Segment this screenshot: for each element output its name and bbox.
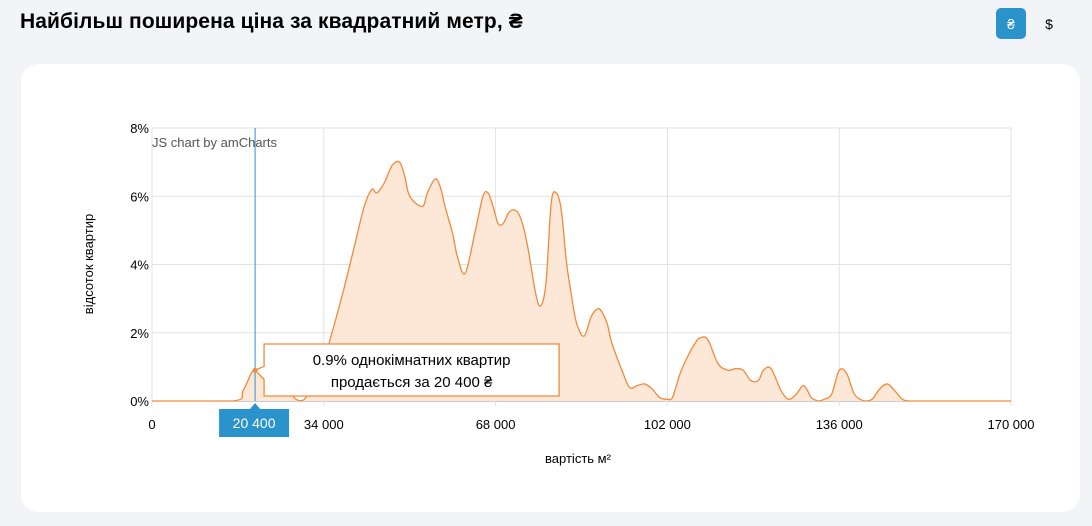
price-distribution-chart[interactable]: 0% 2% 4% 6% 8% 0 34 000 68 000 102 000 136 000 170… bbox=[21, 64, 1080, 512]
currency-toggle: ₴ $ bbox=[996, 8, 1064, 39]
x-tick-label: 136 000 bbox=[816, 417, 863, 432]
chart-cursor: 20 400 0.9% однокімнатних квартир продаєть… bbox=[219, 128, 560, 437]
chart-axes: 0% 2% 4% 6% 8% 0 34 000 68 000 102 000 136 000 170… bbox=[130, 121, 1034, 432]
page-title: Найбільш поширена ціна за квадратний мет… bbox=[20, 10, 523, 33]
tooltip-line-2: продається за 20 400 ₴ bbox=[331, 374, 493, 391]
x-tick-label: 102 000 bbox=[644, 417, 691, 432]
y-tick-label: 8% bbox=[130, 121, 149, 136]
cursor-badge-pointer bbox=[250, 403, 261, 409]
x-tick-label: 0 bbox=[148, 417, 155, 432]
tooltip-box bbox=[253, 343, 560, 397]
series-line[interactable] bbox=[151, 160, 1011, 402]
y-tick-label: 4% bbox=[130, 258, 149, 273]
currency-uah-button[interactable]: ₴ bbox=[996, 8, 1026, 39]
currency-usd-button[interactable]: $ bbox=[1034, 8, 1064, 39]
chart-watermark[interactable]: JS chart by amCharts bbox=[152, 135, 277, 150]
y-tick-label: 0% bbox=[130, 394, 149, 409]
x-axis-label: вартість м² bbox=[545, 451, 612, 466]
chart-card: 0% 2% 4% 6% 8% 0 34 000 68 000 102 000 136 000 170… bbox=[21, 64, 1080, 512]
x-tick-label: 34 000 bbox=[304, 417, 344, 432]
cursor-x-value: 20 400 bbox=[233, 415, 276, 431]
y-tick-label: 2% bbox=[130, 326, 149, 341]
x-tick-label: 68 000 bbox=[476, 417, 516, 432]
y-axis-label: відсоток квартир bbox=[81, 214, 96, 314]
cursor-bullet bbox=[252, 367, 258, 373]
series-area-fill bbox=[152, 161, 1011, 401]
y-tick-label: 6% bbox=[130, 189, 149, 204]
x-tick-label: 170 000 bbox=[988, 417, 1035, 432]
chart-grid bbox=[151, 127, 1012, 406]
tooltip-line-1: 0.9% однокімнатних квартир bbox=[313, 352, 511, 369]
cursor-x-badge bbox=[219, 409, 290, 437]
chart-area bbox=[151, 160, 1011, 402]
